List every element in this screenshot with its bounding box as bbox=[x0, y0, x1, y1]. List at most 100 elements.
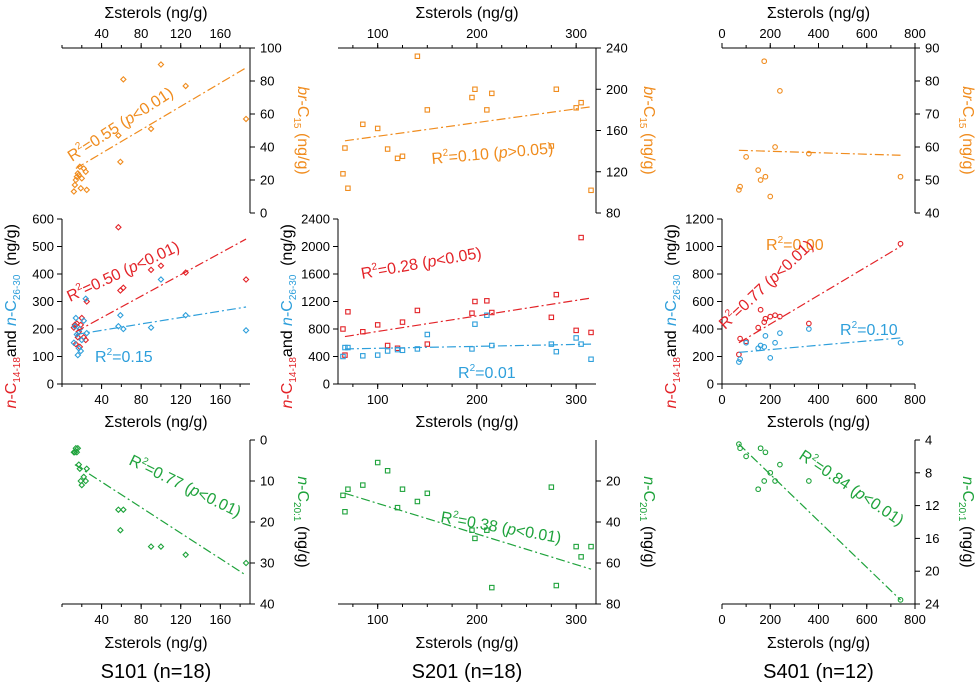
middle-red-point bbox=[384, 342, 391, 349]
bottom-point bbox=[553, 582, 560, 589]
middle-red-point bbox=[761, 319, 768, 325]
x-tick-label: 300 bbox=[565, 392, 587, 407]
middle-blue-point bbox=[897, 339, 904, 346]
top-fit-line bbox=[75, 67, 247, 169]
middle-blue-point bbox=[374, 352, 381, 358]
top-point bbox=[115, 132, 122, 139]
bottom-point bbox=[115, 506, 122, 514]
bottom-point bbox=[755, 486, 762, 493]
site-label: S101 (n=18) bbox=[101, 661, 212, 683]
stat-sup: 2 bbox=[778, 235, 784, 246]
stat-sup: 2 bbox=[140, 456, 150, 469]
x-tick-label: 400 bbox=[808, 392, 830, 407]
y-tick-label: 40 bbox=[606, 515, 620, 530]
top-point bbox=[157, 61, 165, 68]
bottom-point bbox=[345, 486, 351, 492]
middle-blue-stat-label: R2=0.10 bbox=[840, 320, 898, 339]
stat-sup: 2 bbox=[810, 452, 821, 464]
y-tick-label: 20 bbox=[260, 173, 274, 188]
site-label: S201 (n=18) bbox=[412, 661, 523, 683]
top-point bbox=[737, 183, 743, 190]
x-tick-label: 200 bbox=[759, 612, 781, 627]
bottom-point bbox=[384, 467, 391, 474]
mid-n1: n bbox=[663, 399, 680, 408]
middle-red-point bbox=[772, 312, 778, 319]
bottom-point bbox=[374, 459, 381, 466]
middle-red-point bbox=[242, 276, 250, 283]
middle-blue-point bbox=[553, 348, 560, 355]
bottom-point bbox=[74, 444, 82, 452]
bottom-point bbox=[743, 453, 749, 460]
y-tick-label: 20 bbox=[260, 515, 274, 530]
top-point bbox=[757, 177, 764, 183]
middle-red-point bbox=[737, 335, 743, 342]
y-tick-label: 12 bbox=[925, 498, 939, 513]
stat-post: <0.05) bbox=[435, 245, 483, 270]
y-tick-label: 800 bbox=[692, 267, 714, 282]
mid-and: and bbox=[279, 326, 296, 357]
g-prefix: n bbox=[294, 476, 311, 485]
g-sub: 20:1 bbox=[956, 502, 967, 522]
stat-main: =0.15 bbox=[112, 349, 153, 366]
bottom-point bbox=[73, 448, 81, 456]
stat-sup: 2 bbox=[470, 363, 476, 374]
top-point bbox=[548, 143, 555, 149]
middle-red-point bbox=[588, 329, 594, 336]
top-point bbox=[342, 145, 348, 151]
middle-red-point bbox=[767, 313, 774, 320]
y-tick-label: 4 bbox=[925, 433, 932, 448]
top-point bbox=[182, 82, 190, 90]
top-point bbox=[772, 144, 778, 150]
middle-blue-point bbox=[737, 356, 743, 363]
x-tick-label: 600 bbox=[856, 26, 878, 41]
y-tick-label: 100 bbox=[260, 41, 282, 56]
bottom-point bbox=[762, 449, 769, 456]
top-point bbox=[77, 184, 85, 192]
middle-red-point bbox=[548, 314, 555, 321]
g-unit: (ng/g) bbox=[640, 522, 657, 568]
bottom-x-axis-title: Σsterols (ng/g) bbox=[415, 635, 518, 652]
middle-blue-point bbox=[772, 339, 778, 346]
y-tick-label: 800 bbox=[308, 322, 330, 337]
middle-blue-point bbox=[399, 347, 406, 354]
top-y-axis-title: br-C15 (ng/g) bbox=[291, 86, 311, 175]
y-tick-label: 20 bbox=[606, 474, 620, 489]
bottom-point bbox=[805, 478, 812, 484]
bottom-point bbox=[484, 527, 490, 533]
br-unit: (ng/g) bbox=[640, 129, 657, 175]
middle-red-point bbox=[897, 240, 904, 247]
bottom-point bbox=[76, 465, 84, 473]
bottom-point bbox=[414, 498, 421, 505]
middle-blue-point bbox=[548, 341, 555, 347]
stat-sup: 2 bbox=[442, 148, 449, 159]
middle-blue-point bbox=[82, 295, 90, 303]
y-tick-label: 200 bbox=[606, 82, 628, 97]
y-tick-label: 0 bbox=[260, 433, 267, 448]
top-point bbox=[119, 75, 127, 83]
y-tick-label: 10 bbox=[260, 474, 274, 489]
top-x-axis-title: Σsterols (ng/g) bbox=[767, 5, 870, 22]
y-tick-label: 400 bbox=[308, 349, 330, 364]
top-point bbox=[82, 168, 90, 176]
y-tick-label: 600 bbox=[692, 294, 714, 309]
middle-red-point bbox=[805, 320, 812, 327]
x-tick-label: 40 bbox=[94, 612, 108, 627]
x-tick-label: 200 bbox=[759, 26, 781, 41]
stat-r: R bbox=[431, 150, 444, 168]
bottom-point bbox=[399, 486, 406, 492]
middle-blue-point bbox=[777, 330, 783, 336]
top-point bbox=[414, 53, 421, 59]
g-main: -C bbox=[959, 485, 976, 502]
middle-x-axis-title: Σsterols (ng/g) bbox=[415, 414, 518, 431]
y-tick-label: 0 bbox=[47, 377, 54, 392]
mid-sub2: 26-30 bbox=[288, 274, 299, 300]
bottom-y-axis-title: n-C20:1 (ng/g) bbox=[291, 476, 311, 568]
x-tick-label: 400 bbox=[808, 26, 830, 41]
top-point bbox=[805, 150, 812, 157]
middle-blue-point bbox=[340, 353, 346, 360]
y-tick-label: 300 bbox=[32, 294, 54, 309]
bottom-point bbox=[489, 584, 495, 591]
middle-blue-point bbox=[736, 359, 742, 365]
middle-red-point bbox=[119, 284, 127, 292]
middle-blue-point bbox=[157, 276, 165, 283]
